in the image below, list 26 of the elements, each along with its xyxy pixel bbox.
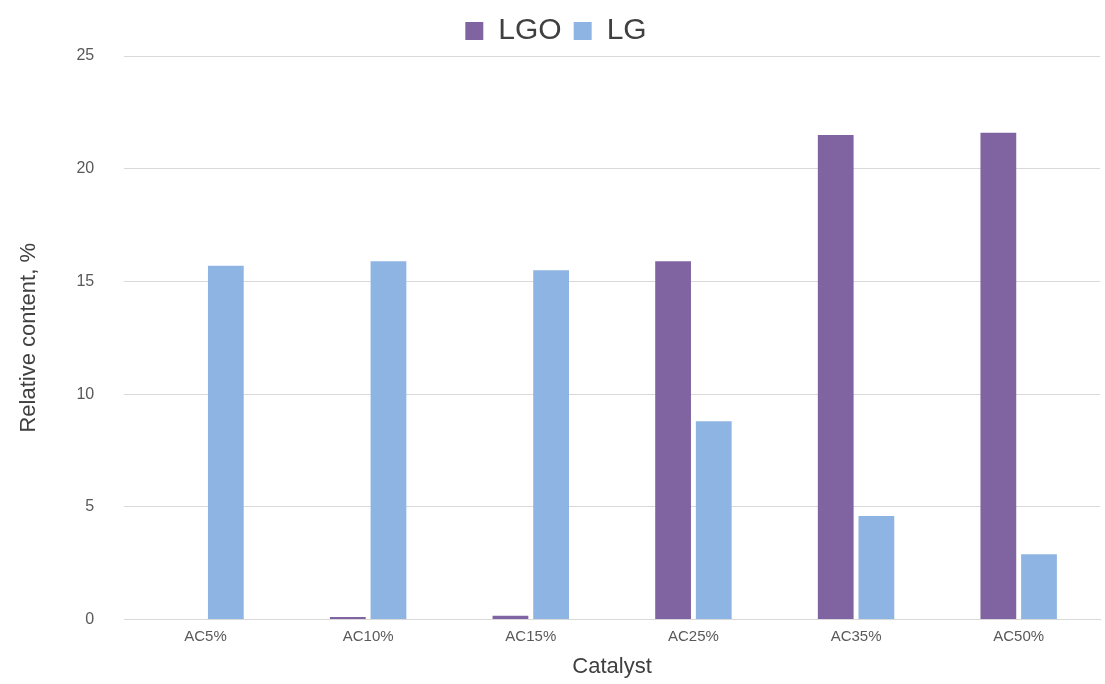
bar	[533, 270, 569, 620]
legend-label: LG	[606, 12, 647, 46]
y-tick-label: 25	[76, 46, 95, 64]
bar	[370, 261, 407, 620]
x-tick-label: AC10%	[342, 626, 394, 644]
bar	[207, 265, 244, 620]
bar	[858, 515, 895, 620]
y-tick-label: 15	[76, 271, 95, 289]
y-axis-title: Relative content, %	[15, 243, 41, 433]
legend-label: LGO	[498, 12, 562, 46]
y-tick-label: 20	[76, 159, 95, 177]
x-tick-label: AC25%	[667, 626, 719, 644]
y-tick-label: 10	[76, 384, 95, 402]
x-axis-title: Catalyst	[572, 652, 652, 678]
x-tick-label: AC5%	[184, 626, 227, 644]
bar	[655, 261, 691, 620]
bar	[695, 421, 732, 620]
y-tick-label: 5	[85, 497, 95, 515]
x-tick-label: AC50%	[993, 626, 1045, 644]
bar	[329, 616, 366, 620]
y-tick-label: 0	[85, 610, 95, 628]
bar	[1021, 554, 1057, 620]
x-tick-label: AC35%	[830, 626, 882, 644]
bar	[980, 132, 1017, 620]
x-tick-label: AC15%	[505, 626, 557, 644]
bar	[817, 134, 854, 620]
